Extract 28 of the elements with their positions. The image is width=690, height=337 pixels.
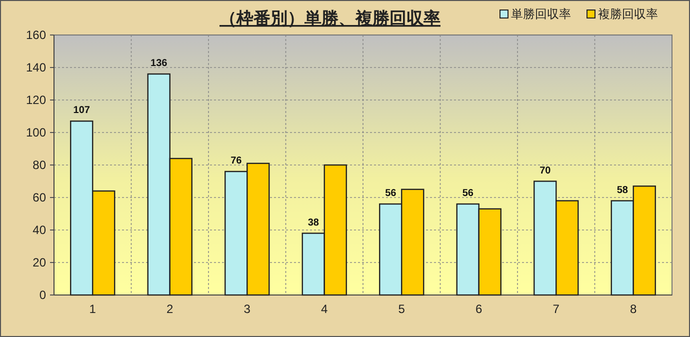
y-tick-label: 140 xyxy=(26,60,46,74)
data-label: 136 xyxy=(150,58,168,69)
x-tick-label: 7 xyxy=(552,302,560,316)
y-tick-label: 60 xyxy=(32,190,46,204)
data-label: 38 xyxy=(308,217,320,228)
x-tick-label: 8 xyxy=(630,302,638,316)
data-label: 107 xyxy=(73,105,90,116)
chart-title: （枠番別）単勝、複勝回収率 xyxy=(220,9,440,28)
x-tick-label: 1 xyxy=(89,302,96,316)
y-tick-label: 40 xyxy=(32,223,46,237)
data-label: 58 xyxy=(616,184,628,196)
x-tick-label: 4 xyxy=(321,302,328,316)
y-tick-label: 80 xyxy=(32,158,46,172)
x-tick-label: 3 xyxy=(244,302,251,316)
legend-label: 複勝回収率 xyxy=(598,7,658,21)
legend-label: 単勝回収率 xyxy=(511,7,571,21)
data-label: 56 xyxy=(462,188,474,199)
y-tick-label: 160 xyxy=(26,28,46,42)
x-tick-label: 5 xyxy=(398,302,406,316)
y-tick-label: 120 xyxy=(26,93,46,107)
data-label: 76 xyxy=(230,156,242,166)
y-tick-label: 20 xyxy=(32,256,46,270)
x-tick-label: 6 xyxy=(476,302,483,316)
data-label: 56 xyxy=(385,188,397,199)
y-tick-label: 0 xyxy=(39,288,46,302)
x-tick-label: 2 xyxy=(166,302,174,316)
data-label: 70 xyxy=(540,165,552,176)
y-tick-label: 100 xyxy=(26,126,46,140)
